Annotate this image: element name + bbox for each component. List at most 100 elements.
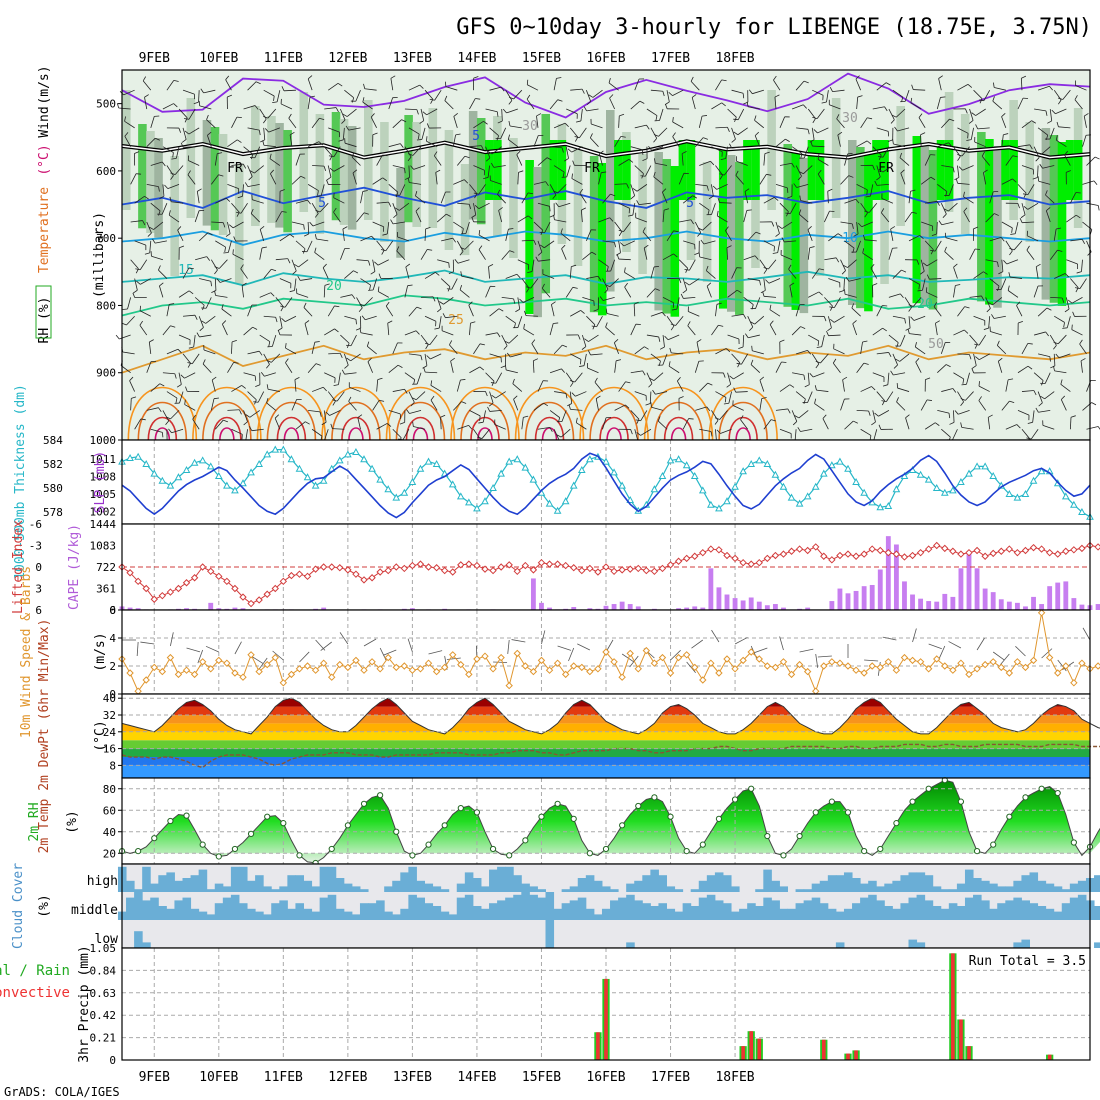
wind-barb <box>897 387 910 392</box>
wind-barb-flag <box>368 260 371 266</box>
wind-barb <box>791 104 804 110</box>
wind-barb-flag <box>917 289 923 292</box>
wind-barb <box>653 176 664 185</box>
wind-barb <box>646 334 659 338</box>
wind-barb <box>744 191 749 204</box>
wind-barb-flag <box>673 253 678 258</box>
thickness-marker <box>303 473 312 481</box>
wind-barb-flag <box>351 97 355 103</box>
wind-barb-flag <box>759 280 762 286</box>
wind-barb <box>735 391 748 393</box>
cloud-bar <box>964 897 974 920</box>
wind-barb-flag <box>221 304 224 310</box>
wind-barb <box>379 647 387 661</box>
wind-barb <box>168 214 180 223</box>
wind-barb <box>408 165 410 178</box>
wind-barb-flag <box>787 408 791 414</box>
li-marker <box>965 548 973 557</box>
wind-barb <box>1001 116 1007 128</box>
wind-barb-flag <box>411 397 417 401</box>
wind-barb-flag <box>1017 203 1020 209</box>
li-marker <box>674 557 683 565</box>
cloud-bar <box>674 889 684 892</box>
wind-barb <box>623 221 632 232</box>
wind-barb <box>899 157 910 166</box>
cloud-bar <box>303 880 313 892</box>
li-marker <box>771 551 780 560</box>
thickness-marker <box>949 486 957 494</box>
wind-barb-flag <box>334 305 340 308</box>
thickness-marker <box>424 457 433 465</box>
wind-barb-flag <box>404 177 410 180</box>
cloud-bar <box>351 914 361 920</box>
wind-barb <box>202 363 212 374</box>
wind-barb <box>195 256 207 261</box>
cape-bar <box>837 588 843 610</box>
wind-barb <box>307 184 319 191</box>
wind-barb <box>146 407 159 411</box>
thickness-marker <box>198 456 207 464</box>
rh-marker <box>812 809 819 816</box>
date-label: 16FEB <box>586 1070 625 1085</box>
rh-cell <box>702 162 712 282</box>
cloud-bar <box>287 875 296 892</box>
wind-barb <box>451 278 458 290</box>
wind-barb-flag <box>1074 287 1081 290</box>
wind-barb <box>408 84 420 91</box>
wind-barb <box>937 410 950 414</box>
wind-barb <box>234 641 242 655</box>
wind-speed-marker <box>223 659 231 667</box>
wind-barb-flag <box>664 335 669 341</box>
li-marker <box>723 551 731 560</box>
wind-barb-flag <box>174 373 177 379</box>
wind-barb <box>843 278 845 291</box>
wind-barb <box>731 313 744 317</box>
wind-barb-flag <box>944 232 947 238</box>
wind-barb <box>814 403 825 411</box>
wind-barb <box>775 221 780 234</box>
wind-barb-flag <box>332 400 336 406</box>
li-marker <box>198 563 207 571</box>
warm-contour <box>202 401 252 441</box>
wind-speed-marker <box>215 656 223 665</box>
rh-cell <box>864 154 873 312</box>
wind-barb-flag <box>900 169 905 174</box>
cloud-bar <box>908 939 918 948</box>
wind-barb-flag <box>426 136 428 142</box>
wind-barb <box>634 78 640 91</box>
wind-barb <box>621 653 634 663</box>
wind-barb <box>240 268 248 279</box>
wind-barb <box>876 183 889 186</box>
wind-barb-flag <box>258 350 263 356</box>
wind-barb <box>1070 192 1077 204</box>
li-marker <box>908 551 917 560</box>
wind-barb <box>170 632 174 647</box>
wind-barb <box>1005 379 1009 392</box>
warm-contour <box>385 386 456 441</box>
wind-speed-marker <box>537 656 546 665</box>
wind-barb <box>441 237 453 242</box>
wind-speed-marker <box>699 676 707 684</box>
wind-barb-flag <box>644 346 649 350</box>
wind-barb-flag <box>523 323 525 329</box>
wind-barb <box>429 334 438 345</box>
wind-barb-flag <box>583 106 587 112</box>
thickness-marker <box>505 457 514 465</box>
thickness-marker <box>279 445 288 453</box>
rh-marker <box>731 796 739 803</box>
wind-speed-marker <box>707 659 715 667</box>
wind-barb <box>727 108 737 118</box>
wind-barb-flag <box>279 189 285 192</box>
wind-barb-flag <box>515 308 520 313</box>
warm-contour <box>599 416 629 441</box>
wind-speed-marker <box>295 665 304 673</box>
wind-barb <box>307 78 313 91</box>
wind-barb <box>989 191 994 204</box>
li-marker <box>473 561 481 570</box>
wind-barb <box>491 146 502 155</box>
wind-barb-flag <box>878 156 884 158</box>
wind-barb-flag <box>966 139 972 141</box>
wind-barb-flag <box>172 152 174 158</box>
wind-barb-flag <box>187 362 193 365</box>
wind-barb-flag <box>864 212 868 218</box>
